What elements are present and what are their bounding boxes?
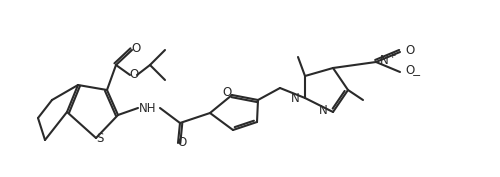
Text: O: O xyxy=(132,42,140,56)
Text: O: O xyxy=(178,136,186,149)
Text: O: O xyxy=(405,64,414,78)
Text: +: + xyxy=(388,52,396,61)
Text: N: N xyxy=(380,55,389,67)
Text: O: O xyxy=(222,87,232,99)
Text: NH: NH xyxy=(139,101,157,115)
Text: N: N xyxy=(320,104,328,118)
Text: O: O xyxy=(405,44,414,58)
Text: S: S xyxy=(96,133,103,145)
Text: −: − xyxy=(412,71,422,81)
Text: N: N xyxy=(291,92,300,104)
Text: O: O xyxy=(130,68,138,81)
